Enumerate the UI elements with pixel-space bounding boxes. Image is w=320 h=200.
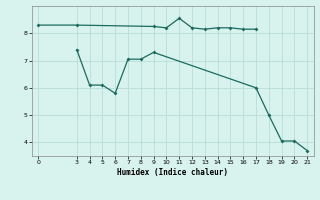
X-axis label: Humidex (Indice chaleur): Humidex (Indice chaleur) [117, 168, 228, 177]
